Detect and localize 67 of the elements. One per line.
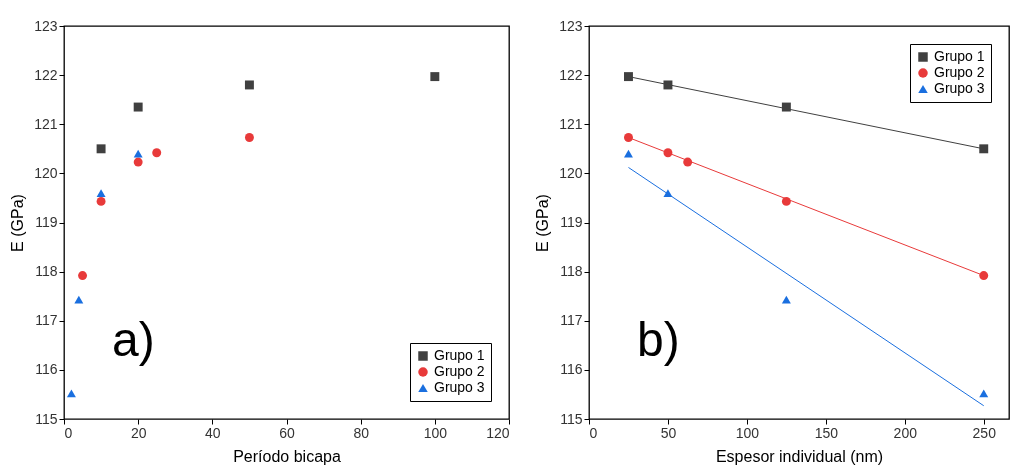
x-tick-label: 0 xyxy=(589,424,598,441)
y-axis-title: E (GPa) xyxy=(9,194,27,252)
y-tick-label: 121 xyxy=(559,115,583,132)
point xyxy=(244,80,254,90)
y-tick-label: 115 xyxy=(35,410,58,427)
point xyxy=(663,148,673,158)
annotation: a) xyxy=(112,313,155,366)
point xyxy=(624,72,633,82)
x-axis-title: Espesor individual (nm) xyxy=(715,447,884,465)
y-tick-label: 115 xyxy=(560,410,583,427)
point xyxy=(133,149,143,158)
x-tick-label: 50 xyxy=(660,424,677,441)
legend-label: Grupo 2 xyxy=(934,64,985,80)
point xyxy=(979,144,989,154)
y-tick-label: 122 xyxy=(559,66,583,83)
point xyxy=(683,157,693,167)
y-tick-label: 123 xyxy=(34,17,58,34)
point xyxy=(133,102,143,112)
point xyxy=(781,102,791,112)
x-tick-label: 120 xyxy=(486,424,510,441)
y-tick-label: 119 xyxy=(35,214,58,230)
x-tick-label: 100 xyxy=(423,424,448,441)
point xyxy=(979,271,989,281)
x-tick-label: 40 xyxy=(205,424,221,441)
legend-label: Grupo 2 xyxy=(434,363,485,379)
y-tick-label: 122 xyxy=(34,66,58,83)
y-tick-label: 120 xyxy=(34,164,58,181)
point xyxy=(663,80,673,90)
annotation: b) xyxy=(637,313,680,366)
point xyxy=(152,148,162,158)
point xyxy=(66,389,76,398)
x-tick-label: 100 xyxy=(735,424,760,441)
y-tick-label: 118 xyxy=(560,263,583,280)
legend-label: Grupo 1 xyxy=(934,48,985,64)
y-tick-label: 117 xyxy=(560,312,583,329)
point xyxy=(133,157,143,167)
point xyxy=(96,196,106,206)
legend-label: Grupo 3 xyxy=(434,379,485,395)
legend-label: Grupo 1 xyxy=(434,347,485,363)
legend-label: Grupo 3 xyxy=(934,80,985,96)
point xyxy=(96,144,106,154)
y-axis-title: E (GPa) xyxy=(534,194,552,252)
y-tick-label: 116 xyxy=(35,361,58,378)
point xyxy=(979,389,989,398)
point xyxy=(244,133,254,142)
point xyxy=(663,189,673,197)
x-tick-label: 60 xyxy=(279,424,295,441)
y-tick-label: 116 xyxy=(560,361,583,378)
point xyxy=(430,72,440,82)
x-tick-label: 150 xyxy=(814,424,839,441)
x-axis-title: Período bicapa xyxy=(233,447,341,465)
point xyxy=(781,196,791,206)
y-tick-label: 123 xyxy=(559,17,583,34)
x-tick-label: 0 xyxy=(64,424,73,441)
point xyxy=(624,133,633,142)
y-tick-label: 118 xyxy=(35,263,58,280)
point xyxy=(624,149,633,158)
y-tick-label: 121 xyxy=(34,115,58,132)
point xyxy=(96,189,106,197)
x-tick-label: 200 xyxy=(893,424,918,441)
x-tick-label: 250 xyxy=(972,424,997,441)
y-tick-label: 120 xyxy=(559,164,583,181)
x-tick-label: 20 xyxy=(130,424,147,441)
point xyxy=(78,271,88,281)
y-tick-label: 117 xyxy=(35,312,58,329)
x-tick-label: 80 xyxy=(353,424,370,441)
y-tick-label: 119 xyxy=(560,214,583,230)
